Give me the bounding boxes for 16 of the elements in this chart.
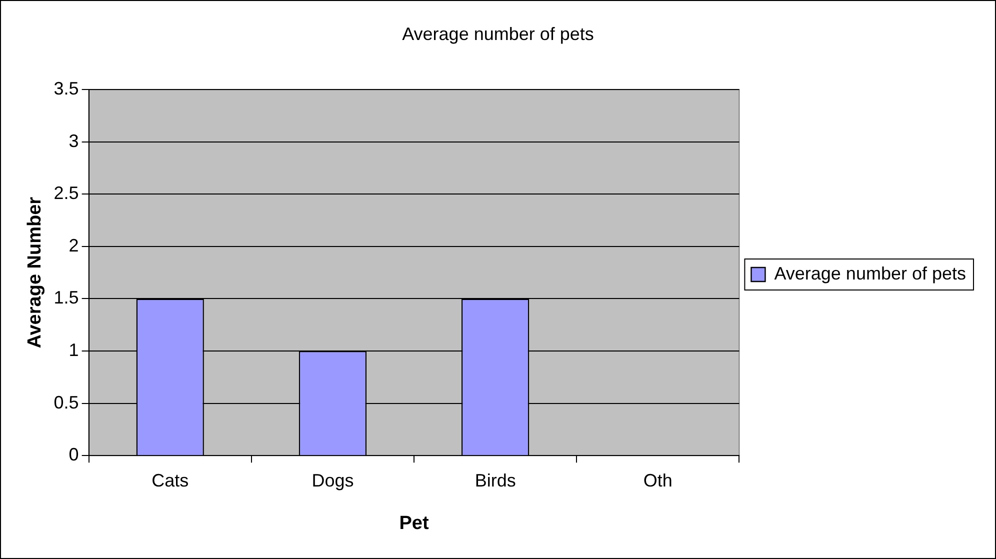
x-tick-label: Cats <box>152 470 189 490</box>
legend-label: Average number of pets <box>774 263 966 284</box>
y-tick-label: 1 <box>68 340 79 360</box>
y-tick-label: 1.5 <box>54 288 79 308</box>
y-tick-label: 3.5 <box>54 78 79 99</box>
y-tick-label: 0.5 <box>54 392 79 412</box>
y-tick-label: 0 <box>68 444 79 465</box>
x-tick-label: Dogs <box>312 470 354 490</box>
y-axis-title: Average Number <box>24 196 46 348</box>
x-axis-title: Pet <box>399 512 430 534</box>
x-tick-label: Birds <box>474 470 516 490</box>
chart-title: Average number of pets <box>402 24 594 44</box>
y-tick-label: 2 <box>68 235 79 256</box>
x-tick-label: Oth <box>643 470 672 490</box>
y-tick-label: 2.5 <box>54 183 79 204</box>
y-tick-label: 3 <box>68 130 79 151</box>
